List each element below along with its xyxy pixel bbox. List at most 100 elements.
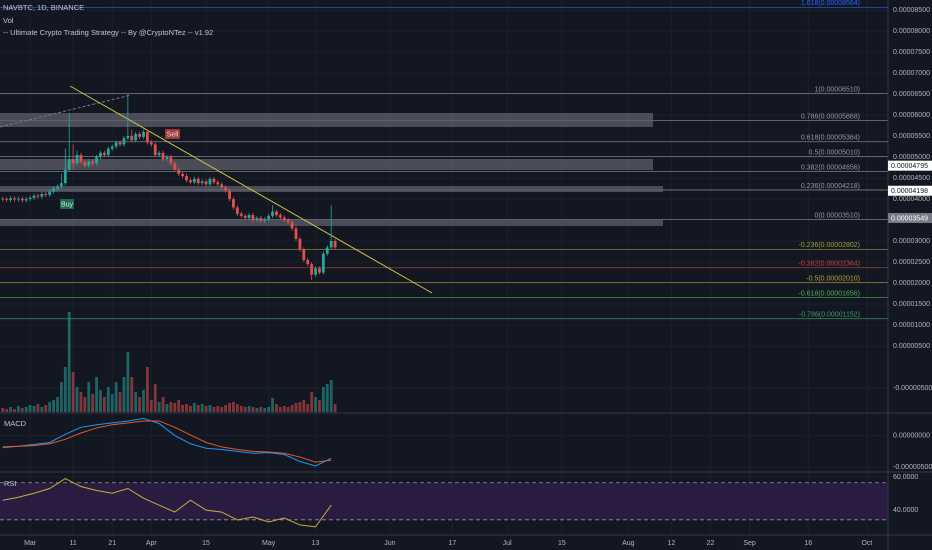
x-tick-label: 16 — [804, 540, 812, 547]
volume-bar — [329, 380, 333, 412]
volume-bar — [173, 403, 177, 412]
candle-body — [333, 241, 337, 248]
volume-bar — [333, 404, 337, 412]
volume-bar — [146, 367, 149, 412]
volume-bar — [83, 397, 87, 412]
marks-layer: 1.618(0.00008564) 1(0.00006510) 0.786(0.00… — [1, 0, 860, 528]
candle-body — [56, 186, 59, 189]
volume-bar — [161, 397, 165, 412]
candle-body — [306, 259, 310, 265]
x-tick-label: 17 — [449, 540, 457, 547]
candle-body — [165, 157, 169, 160]
candle-body — [71, 159, 75, 164]
y-tick-label: 0.00002000 — [893, 280, 930, 287]
pane-title: MACD — [4, 419, 27, 428]
candle-body — [185, 175, 188, 181]
volume-bar — [204, 406, 208, 412]
fib-label: 0.5(0.00005010) — [809, 149, 860, 156]
volume-bar — [110, 394, 114, 412]
volume-bar — [118, 392, 122, 412]
indicator-label: -- Ultimate Crypto Trading Strategy -- B… — [3, 28, 213, 37]
candle-body — [196, 178, 200, 184]
volume-bar — [106, 387, 110, 412]
x-tick-label: Apr — [146, 540, 158, 547]
chart-title: NAVBTC, 1D, BINANCE — [3, 3, 84, 12]
price-mark — [888, 160, 932, 171]
x-tick-label: Sep — [743, 540, 756, 547]
fib-label: 0.382(0.00004656) — [801, 164, 860, 171]
fib-label: 0(0.00003510) — [814, 212, 860, 219]
volume-bar — [235, 404, 239, 412]
x-tick-label: 12 — [667, 540, 675, 547]
candle-body — [59, 183, 63, 187]
candle-body — [138, 133, 141, 137]
candle-body — [79, 154, 83, 163]
candle-body — [16, 198, 20, 200]
volume-bar — [220, 407, 224, 412]
volume-bar — [24, 407, 28, 412]
volume-bar — [208, 405, 212, 412]
candle-body — [200, 181, 204, 184]
volume-bar — [71, 372, 75, 412]
sell-label: Sell — [167, 131, 179, 138]
volume-bar — [251, 407, 255, 412]
y-tick-label: -0.00000500 — [893, 385, 932, 392]
volume-bar — [275, 404, 278, 412]
fib-label: 1.618(0.00008564) — [801, 0, 860, 7]
x-tick-label: Aug — [622, 540, 635, 547]
x-tick-label: Jun — [384, 540, 395, 547]
y-tick-label: 40.0000 — [893, 507, 918, 514]
price-mark-label: 0.00004795 — [891, 163, 928, 170]
fib-label: -0.5(0.00002010) — [806, 275, 860, 282]
x-tick-label: 11 — [69, 540, 76, 547]
volume-bar — [134, 392, 138, 412]
volume-bar — [189, 406, 192, 412]
volume-bar — [306, 404, 310, 412]
series-line — [2, 420, 332, 463]
y-tick-label: 0.00004000 — [893, 196, 930, 203]
volume-bar — [138, 397, 141, 412]
volume-bar — [79, 392, 83, 412]
volume-bar — [302, 400, 306, 412]
volume-bar — [126, 352, 130, 412]
candle-body — [310, 264, 314, 275]
y-tick-label: 0.00000500 — [893, 343, 930, 350]
zone — [0, 159, 653, 170]
candle-body — [204, 181, 208, 185]
candle-body — [173, 163, 177, 170]
volume-bar — [298, 402, 302, 412]
volume-bar — [5, 409, 9, 412]
candle-body — [161, 152, 165, 160]
y-tick-label: 0.00000000 — [893, 432, 930, 439]
volume-bar — [200, 404, 204, 412]
x-tick-label: Oct — [861, 540, 872, 547]
volume-bar — [40, 407, 44, 412]
candle-body — [235, 207, 239, 214]
candle-body — [9, 198, 12, 200]
volume-bar — [267, 407, 271, 412]
candle-body — [224, 187, 228, 191]
candle-body — [44, 194, 48, 195]
candle-body — [318, 268, 321, 273]
price-mark — [888, 213, 932, 224]
series-line — [2, 478, 332, 528]
candle-body — [263, 219, 267, 221]
volume-bar — [278, 407, 282, 412]
volume-bar — [216, 406, 220, 412]
fib-label: 0.786(0.00005868) — [801, 113, 860, 120]
candle-body — [114, 142, 118, 147]
volume-bar — [321, 387, 325, 412]
sell-signal — [165, 129, 180, 139]
y-tick-label: 0.00008500 — [893, 7, 930, 14]
volume-bar — [87, 382, 91, 412]
candle-body — [298, 238, 302, 250]
candle-body — [83, 162, 87, 166]
series-line — [2, 417, 332, 467]
volume-bar — [9, 407, 12, 412]
candle-body — [314, 268, 317, 275]
candle-body — [122, 138, 126, 145]
candle-body — [1, 198, 5, 200]
candle-body — [290, 222, 294, 229]
